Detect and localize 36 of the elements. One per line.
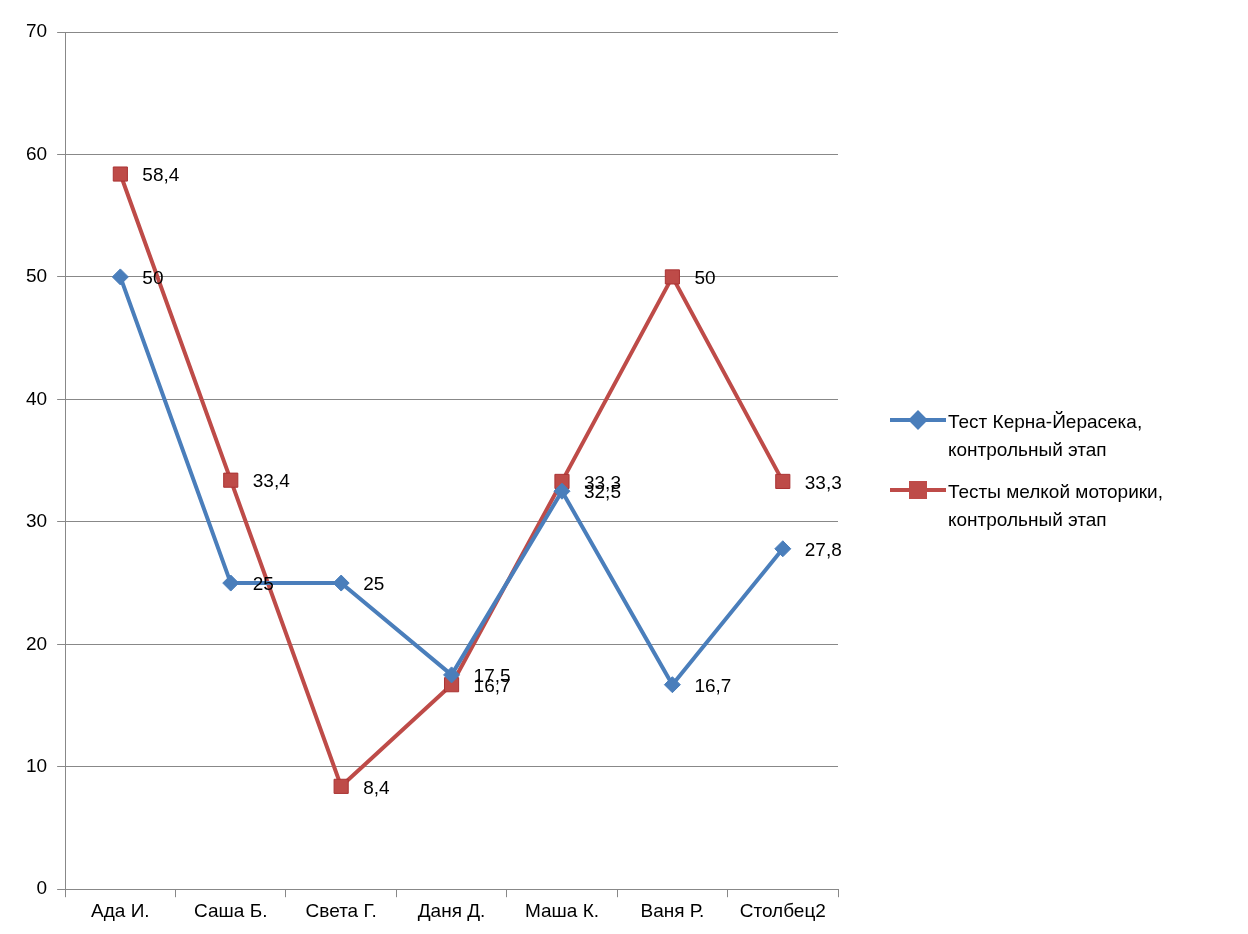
y-tick-label: 60 bbox=[25, 142, 48, 164]
point bbox=[775, 473, 791, 489]
x-tick-label: Ваня Р. bbox=[640, 899, 705, 921]
data-label: 16,7 bbox=[694, 674, 732, 696]
x-tick-label: Маша К. bbox=[524, 899, 599, 921]
y-tick-label: 50 bbox=[25, 265, 48, 287]
point bbox=[333, 778, 349, 794]
point bbox=[112, 166, 128, 182]
data-label: 33,3 bbox=[804, 471, 842, 493]
data-label: 58,4 bbox=[142, 164, 180, 186]
y-tick-label: 10 bbox=[25, 754, 48, 776]
point bbox=[774, 540, 792, 558]
point bbox=[111, 268, 129, 286]
x-tick-label: Света Г. bbox=[305, 899, 377, 921]
point bbox=[664, 269, 680, 285]
data-label: 25 bbox=[252, 573, 274, 595]
point bbox=[223, 472, 239, 488]
point bbox=[443, 666, 461, 684]
data-label: 50 bbox=[694, 267, 716, 289]
y-tick-label: 0 bbox=[36, 877, 48, 899]
x-tick-label: Саша Б. bbox=[194, 899, 268, 921]
x-tick-label: Ада И. bbox=[91, 899, 150, 921]
data-label: 27,8 bbox=[804, 539, 842, 560]
y-tick-label: 40 bbox=[25, 387, 48, 409]
legend-label: Тесты мелкой моторики, контрольный этап bbox=[948, 480, 1164, 532]
y-tick-label: 20 bbox=[25, 632, 48, 654]
data-label: 25 bbox=[363, 573, 385, 595]
point bbox=[553, 482, 571, 500]
data-label: 8,4 bbox=[363, 776, 390, 798]
legend-label: Тест Керна-Йерасека, контрольный этап bbox=[948, 410, 1144, 462]
x-tick-label: Даня Д. bbox=[417, 899, 486, 921]
point bbox=[663, 676, 681, 694]
y-tick-label: 30 bbox=[25, 510, 48, 532]
x-tick-label: Столбец2 bbox=[739, 899, 826, 921]
data-label: 33,4 bbox=[252, 470, 291, 492]
y-tick-label: 70 bbox=[25, 20, 48, 42]
